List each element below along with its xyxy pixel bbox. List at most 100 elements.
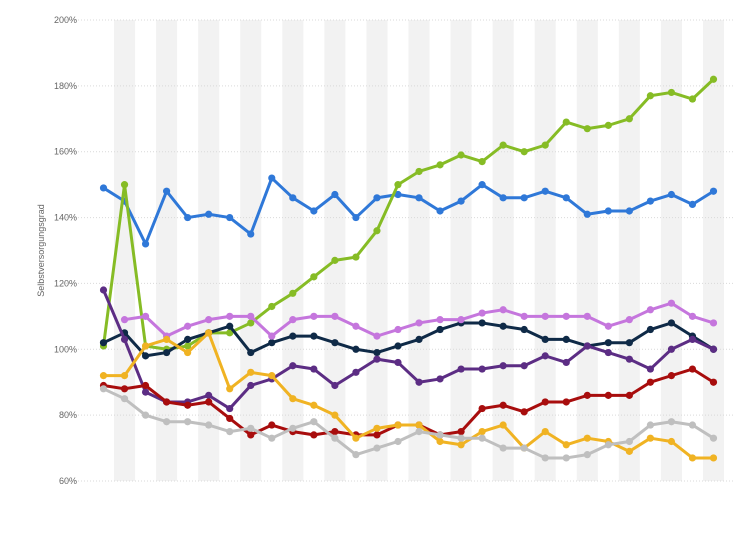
data-point <box>247 368 255 376</box>
data-point <box>184 418 192 426</box>
data-point <box>667 437 676 446</box>
data-point <box>226 414 234 423</box>
data-point <box>394 325 402 334</box>
data-point <box>499 194 507 202</box>
data-point <box>120 385 129 393</box>
data-point <box>226 213 234 222</box>
data-point <box>310 312 318 320</box>
data-point <box>331 411 339 419</box>
data-point <box>541 312 549 320</box>
data-point <box>604 441 612 449</box>
data-point <box>289 362 297 370</box>
data-point <box>646 306 654 314</box>
data-point <box>120 181 129 189</box>
data-point <box>247 431 255 439</box>
y-tick-labels: 60% 80% 100% 120% 140% 160% 180% 200% <box>54 15 77 486</box>
data-point <box>520 444 528 452</box>
data-point <box>141 240 150 248</box>
data-point <box>373 431 381 439</box>
data-point <box>205 210 213 218</box>
data-point <box>562 312 570 320</box>
data-point <box>688 312 697 320</box>
data-point <box>457 151 465 159</box>
data-point <box>394 181 402 189</box>
series-line <box>102 288 715 411</box>
data-point <box>289 289 297 297</box>
data-point <box>331 190 339 199</box>
data-point <box>541 335 549 344</box>
data-point <box>205 329 213 337</box>
data-point <box>583 125 591 133</box>
data-point <box>247 312 255 320</box>
data-point <box>415 378 423 386</box>
background-band <box>408 20 430 481</box>
data-point <box>394 358 402 367</box>
data-point <box>205 398 213 406</box>
data-point <box>141 381 150 390</box>
data-point <box>205 391 213 399</box>
data-point <box>688 454 697 462</box>
data-point <box>709 187 718 195</box>
data-point <box>688 200 697 208</box>
data-point <box>268 434 276 442</box>
data-point <box>163 418 171 426</box>
data-point <box>310 207 318 215</box>
data-point <box>541 428 549 436</box>
data-point <box>247 348 255 357</box>
data-point <box>352 345 360 353</box>
data-point <box>478 428 486 436</box>
background-band <box>282 20 304 481</box>
data-point <box>331 339 339 347</box>
data-point <box>709 454 718 462</box>
data-point <box>457 197 465 205</box>
data-point <box>583 312 591 320</box>
data-point <box>226 329 234 337</box>
data-point <box>499 421 507 429</box>
data-point <box>709 378 718 386</box>
data-point <box>478 365 486 373</box>
data-point <box>667 319 676 327</box>
y-tick-label: 200% <box>54 15 77 25</box>
data-point <box>478 404 486 413</box>
background-band <box>492 20 514 481</box>
data-point <box>562 454 570 462</box>
data-point <box>625 391 633 399</box>
data-point <box>99 385 108 393</box>
y-tick-label: 100% <box>54 344 77 354</box>
data-point <box>289 316 297 324</box>
data-point <box>562 358 570 367</box>
data-point <box>331 312 339 320</box>
data-point <box>141 342 150 350</box>
data-point <box>604 207 612 215</box>
data-point <box>541 454 549 462</box>
data-point <box>667 418 676 426</box>
data-point <box>310 332 318 340</box>
data-point <box>436 431 444 439</box>
data-point <box>646 421 654 429</box>
data-point <box>268 302 276 311</box>
data-point <box>436 207 444 215</box>
data-point <box>226 322 234 330</box>
y-tick-label: 60% <box>59 476 77 486</box>
data-point <box>268 174 276 182</box>
data-point <box>352 253 360 261</box>
data-point <box>667 88 676 97</box>
data-point <box>646 365 654 373</box>
background-band <box>366 20 388 481</box>
data-point <box>394 342 402 350</box>
data-point <box>373 355 381 363</box>
data-point <box>247 230 255 238</box>
data-point <box>499 444 507 452</box>
data-point <box>247 381 255 390</box>
data-point <box>163 335 171 344</box>
data-point <box>520 325 528 334</box>
background-band <box>618 20 640 481</box>
data-point <box>415 167 423 176</box>
data-point <box>625 115 633 123</box>
data-point <box>688 365 697 373</box>
y-tick-label: 80% <box>59 410 77 420</box>
y-tick-label: 140% <box>54 213 77 223</box>
data-point <box>457 316 465 324</box>
y-tick-label: 120% <box>54 278 77 288</box>
data-point <box>667 345 676 353</box>
